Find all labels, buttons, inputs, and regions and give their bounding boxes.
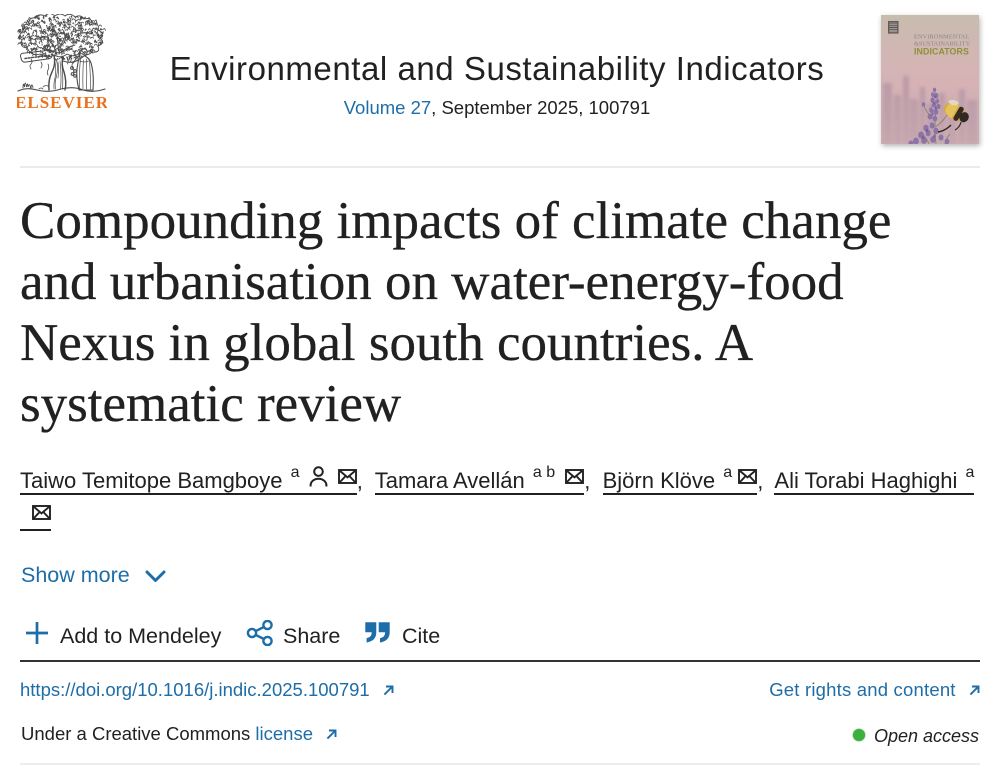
svg-text:ELSEVIER: ELSEVIER [17, 93, 107, 111]
svg-text:ENVIRONMENTAL: ENVIRONMENTAL [914, 34, 969, 41]
svg-text:INDICATORS: INDICATORS [914, 47, 969, 57]
svg-text:&SUSTAINABILITY: &SUSTAINABILITY [914, 41, 971, 48]
